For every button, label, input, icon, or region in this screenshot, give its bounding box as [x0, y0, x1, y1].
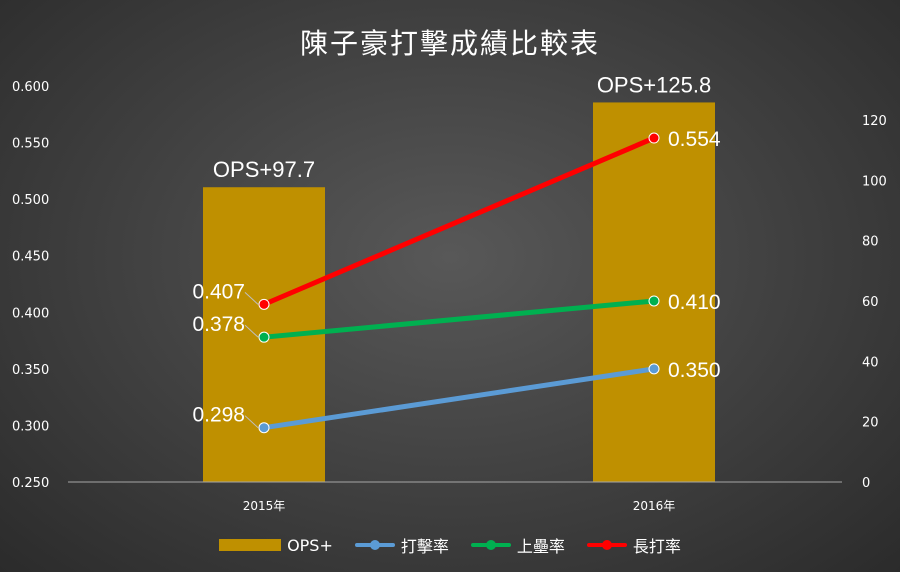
y-right-tick-label: 120 — [862, 114, 887, 129]
legend-line-swatch-avg — [354, 539, 395, 551]
legend-item-obp: 上壘率 — [470, 533, 565, 557]
y-left-tick-label: 0.450 — [12, 250, 49, 265]
bar-ops-plus — [593, 102, 715, 483]
legend-item-ops: OPS+ — [219, 536, 333, 555]
legend-bar-swatch — [219, 539, 282, 551]
bar-data-label: OPS+97.7 — [213, 157, 315, 182]
series-point — [258, 298, 270, 310]
series-point — [258, 331, 270, 343]
y-left-tick-label: 0.600 — [12, 80, 49, 95]
series-line — [261, 366, 657, 431]
series-line — [261, 135, 657, 307]
y-right-tick-label: 80 — [862, 235, 879, 250]
legend-line-swatch-slg — [586, 539, 627, 551]
line-data-label: 0.554 — [668, 128, 721, 151]
label-leader-line — [244, 415, 259, 429]
series-point — [258, 422, 270, 434]
y-left-tick-label: 0.350 — [12, 363, 49, 378]
series-point — [648, 132, 660, 144]
y-right-tick-label: 0 — [862, 476, 870, 491]
x-tick-label: 2015年 — [243, 499, 286, 513]
y-right-tick-label: 100 — [862, 174, 887, 189]
line-data-label: 0.378 — [192, 313, 245, 336]
line-data-label: 0.410 — [668, 291, 721, 314]
y-left-tick-label: 0.550 — [12, 137, 49, 152]
y-right-tick-label: 20 — [862, 416, 879, 431]
series-point — [648, 295, 660, 307]
x-tick-label: 2016年 — [633, 499, 676, 513]
y-left-tick-label: 0.400 — [12, 306, 49, 321]
y-left-tick-label: 0.300 — [12, 419, 49, 434]
legend-label-ops: OPS+ — [287, 535, 333, 555]
y-left-tick-label: 0.250 — [12, 476, 49, 491]
y-left-tick-label: 0.500 — [12, 193, 49, 208]
label-leader-line — [244, 291, 259, 305]
label-leader-line — [244, 324, 259, 338]
y-right-tick-label: 40 — [862, 355, 879, 370]
series-point — [648, 363, 660, 375]
line-data-label: 0.350 — [668, 359, 721, 382]
bar-data-label: OPS+125.8 — [597, 72, 711, 97]
legend-label-obp: 上壘率 — [516, 537, 565, 556]
legend: OPS+ 打擊率 上壘率 長打率 — [0, 532, 900, 558]
legend-label-avg: 打擊率 — [400, 537, 449, 556]
y-right-tick-label: 60 — [862, 295, 879, 310]
line-data-label: 0.298 — [192, 404, 245, 427]
legend-item-avg: 打擊率 — [354, 533, 449, 557]
chart-title: 陳子豪打擊成績比較表 — [299, 27, 600, 60]
legend-line-swatch-obp — [470, 539, 511, 551]
line-data-label: 0.407 — [192, 280, 245, 303]
series-line — [261, 298, 657, 340]
legend-label-slg: 長打率 — [632, 537, 681, 556]
legend-item-slg: 長打率 — [586, 533, 681, 557]
